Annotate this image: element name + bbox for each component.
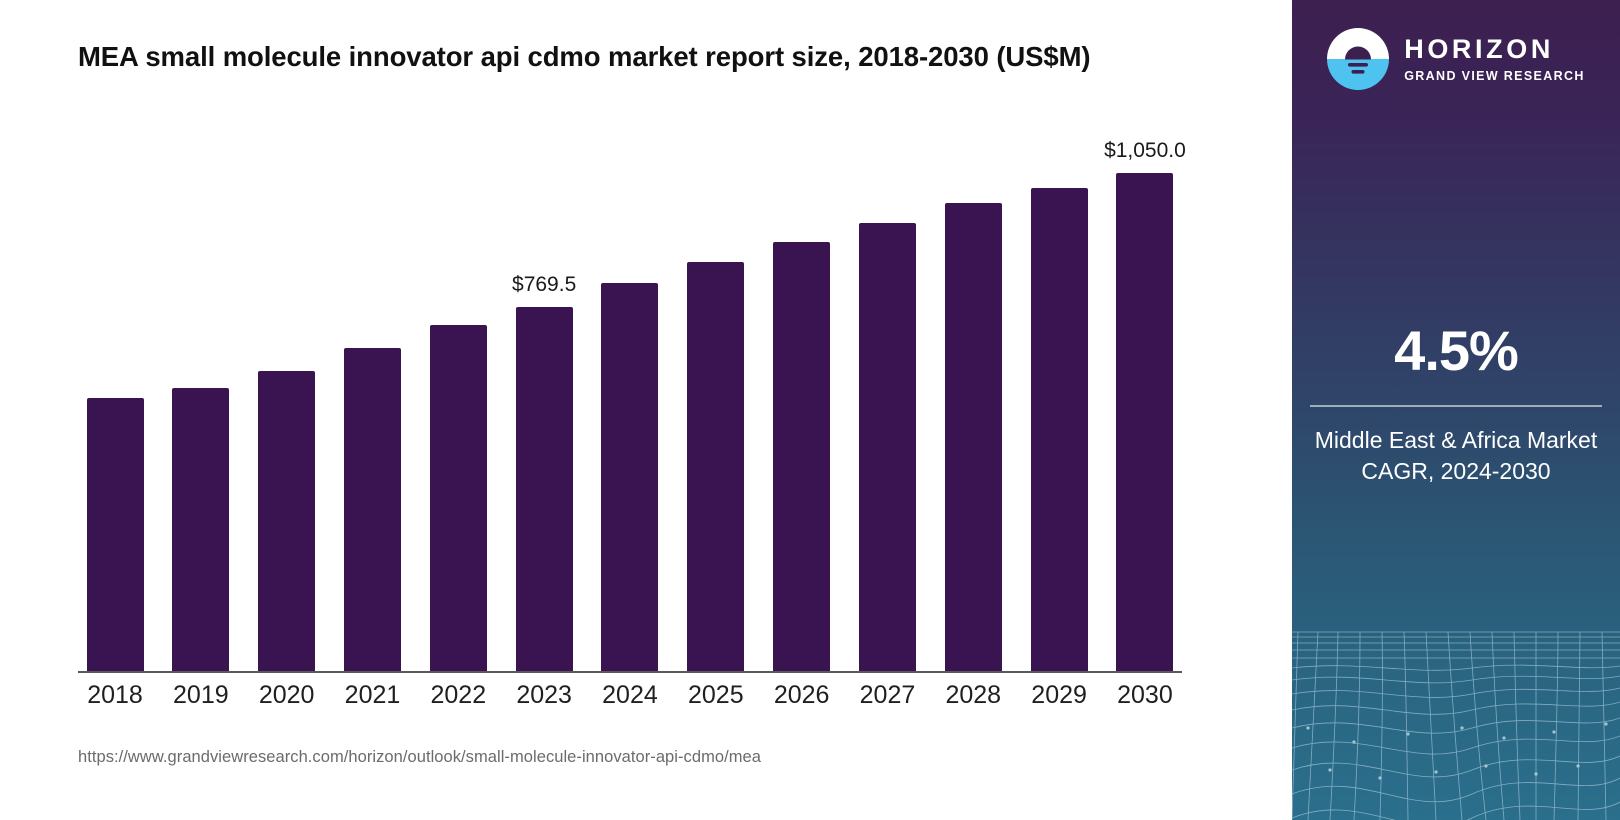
bar-group-2023: $769.5 [507, 140, 581, 673]
bar-group-2018 [78, 140, 152, 673]
bar [773, 242, 831, 673]
x-tick-2020: 2020 [258, 681, 315, 709]
horizon-sunset-logo-icon [1327, 28, 1390, 90]
brand-wordmark: HORIZON GRAND VIEW RESEARCH [1404, 33, 1585, 83]
cagr-divider [1310, 405, 1602, 407]
x-tick-2025: 2025 [687, 681, 744, 709]
bar-value-label: $769.5 [512, 273, 577, 296]
bar [343, 348, 401, 673]
bar [1116, 173, 1174, 673]
bar-group-2019 [164, 140, 238, 673]
x-tick-2019: 2019 [173, 681, 229, 709]
bar [858, 223, 916, 673]
bar-series: $769.5 $1,050.0 [78, 139, 1186, 673]
brand-tagline: GRAND VIEW RESEARCH [1404, 68, 1585, 83]
bar [687, 262, 745, 673]
branding-sidebar: HORIZON GRAND VIEW RESEARCH 4.5% Middle … [1292, 0, 1620, 820]
x-tick-2026: 2026 [773, 681, 830, 709]
bar [944, 203, 1002, 673]
x-tick-2029: 2029 [1031, 681, 1087, 709]
cagr-value: 4.5% [1394, 319, 1519, 382]
bar-chart-plot: $769.5 $1,050.0 [78, 139, 1186, 673]
bar-group-2021 [335, 140, 409, 673]
bar-group-2026 [765, 140, 839, 673]
bar-group-2025 [679, 140, 753, 673]
bar-group-2030: $1,050.0 [1104, 139, 1186, 673]
cagr-caption-line1: Middle East & Africa Market [1314, 426, 1598, 453]
bar [1030, 188, 1088, 673]
wireframe-mesh-graphic [1292, 610, 1620, 820]
bar [515, 307, 573, 673]
x-tick-2028: 2028 [945, 681, 1002, 709]
cagr-caption: Middle East & Africa Market CAGR, 2024-2… [1292, 425, 1620, 488]
bar-group-2022 [421, 140, 495, 673]
cagr-caption-line2: CAGR, 2024-2030 [1361, 457, 1551, 484]
bar-group-2020 [250, 140, 324, 673]
bar [258, 371, 316, 673]
source-url[interactable]: https://www.grandviewresearch.com/horizo… [78, 748, 761, 766]
page-title: MEA small molecule innovator api cdmo ma… [78, 41, 1091, 72]
bar-group-2027 [850, 140, 924, 673]
bar-group-2029 [1022, 140, 1096, 673]
cagr-callout: 4.5% Middle East & Africa Market CAGR, 2… [1292, 318, 1620, 487]
x-tick-2030: 2030 [1117, 681, 1173, 709]
bar [86, 398, 144, 673]
x-tick-2024: 2024 [602, 681, 658, 709]
bar-value-label: $1,050.0 [1104, 139, 1186, 162]
bar-group-2024 [593, 140, 667, 673]
x-tick-2021: 2021 [344, 681, 401, 709]
x-axis-line [78, 671, 1182, 673]
chart-panel: MEA small molecule innovator api cdmo ma… [78, 41, 1186, 766]
bar [601, 283, 659, 673]
bar [429, 325, 487, 673]
brand-logo: HORIZON GRAND VIEW RESEARCH [1292, 28, 1620, 90]
brand-name: HORIZON [1404, 33, 1554, 64]
x-tick-2027: 2027 [859, 681, 916, 709]
x-tick-2018: 2018 [87, 681, 143, 709]
x-axis-tick-labels: 2018 2019 2020 2021 2022 2023 2024 2025 2026 2027… [78, 681, 1182, 710]
x-tick-2022: 2022 [430, 681, 487, 709]
bar-group-2028 [936, 140, 1010, 673]
bar [172, 388, 230, 673]
x-tick-2023: 2023 [516, 681, 572, 709]
